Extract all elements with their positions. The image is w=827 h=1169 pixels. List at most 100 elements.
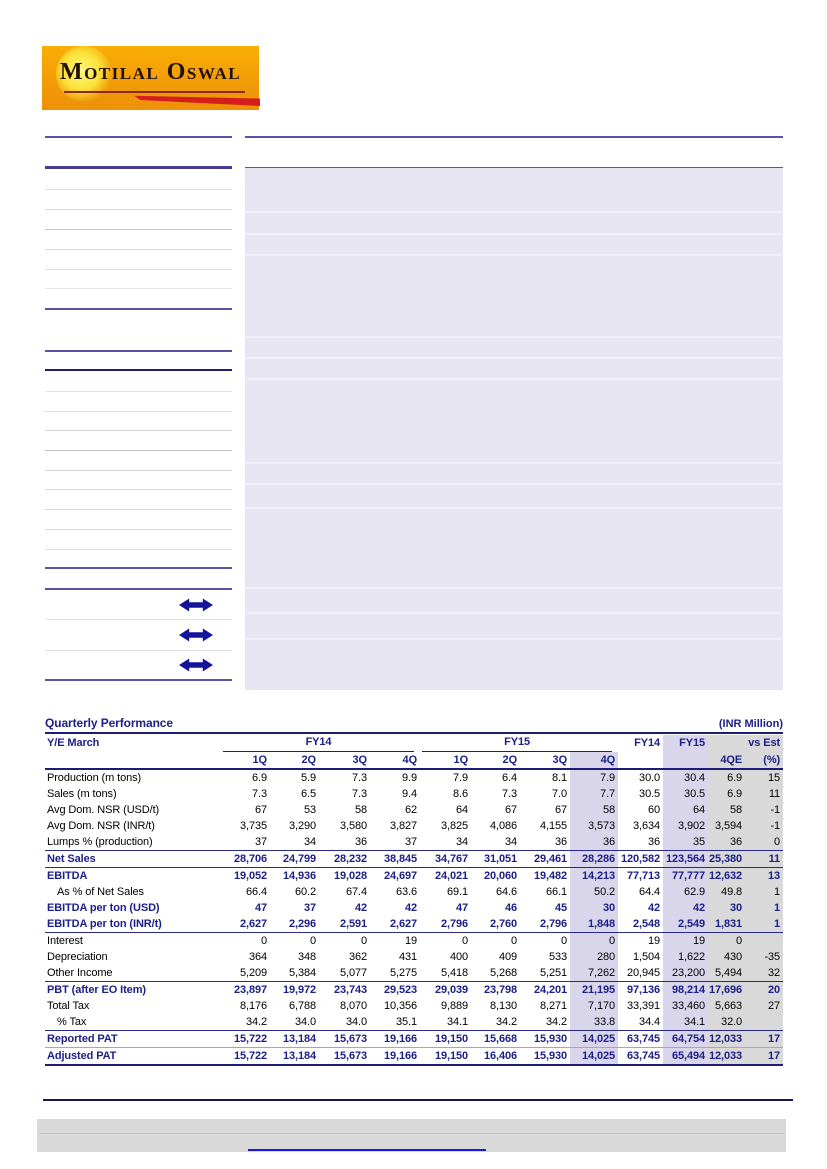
cell-value: 37	[254, 835, 267, 848]
cell-value: 1	[745, 884, 784, 900]
cell-value: 34.2	[520, 1014, 571, 1031]
placeholder-line	[45, 567, 232, 569]
footer-rule	[43, 1099, 793, 1101]
cell-value: 23,897	[233, 983, 267, 996]
cell-value: 46	[504, 901, 518, 914]
cell-value: 34,767	[420, 850, 472, 868]
cell-value: 21,195	[570, 981, 619, 998]
cell-value: 47	[254, 901, 267, 914]
cell-value: 19,166	[370, 1030, 421, 1048]
cell-value: 36	[554, 835, 568, 848]
placeholder-line	[45, 588, 232, 590]
cell-value: 15,722	[221, 1030, 270, 1048]
table-row: Adjusted PAT 15,722 13,184 15,673 19,166 19,1…	[45, 1047, 784, 1066]
cell-value: 8.1	[552, 771, 568, 784]
cell-value: 33,460	[663, 998, 709, 1014]
placeholder-line	[45, 549, 232, 550]
chart-band	[245, 483, 783, 485]
cell-value: 409	[498, 950, 518, 963]
cell-value: 7.3	[502, 787, 518, 800]
cell-value: 30.5	[663, 786, 709, 802]
cell-value: 0	[260, 934, 267, 947]
cell-value: 62.9	[663, 884, 709, 900]
row-label: Interest	[47, 934, 83, 947]
column-header: 4QE	[708, 752, 746, 770]
table-row: Sales (m tons) 7.3 6.5 7.3 9.4 8.6 7.3 7.0 7.7 30…	[45, 786, 784, 802]
cell-value: 4,086	[490, 819, 518, 832]
table-unit-label: (INR Million)	[718, 718, 783, 730]
cell-value: 348	[297, 950, 316, 963]
cell-value: 7.9	[570, 769, 619, 786]
cell-value: 7,262	[570, 965, 619, 982]
cell-value: 60	[648, 803, 661, 816]
cell-value: 15,673	[319, 1047, 370, 1066]
cell-value: 2,591	[319, 916, 370, 933]
cell-value: 64,754	[663, 1030, 709, 1048]
column-header	[45, 752, 221, 770]
cell-value: 3,825	[441, 819, 469, 832]
cell-value: 36	[648, 835, 661, 848]
cell-value: 28,232	[319, 850, 370, 868]
row-label: Reported PAT	[45, 1030, 221, 1048]
cell-value: 34.1	[663, 1014, 709, 1031]
cell-value: 7.3	[352, 787, 367, 800]
cell-value: 67.4	[345, 885, 367, 898]
cell-value: 7.3	[352, 771, 367, 784]
cell-value: 29,523	[383, 983, 418, 996]
placeholder-line	[45, 209, 232, 210]
cell-value: 5.9	[301, 771, 316, 784]
cell-value: 15,930	[520, 1047, 571, 1066]
placeholder-line	[45, 136, 232, 138]
cell-value: 37	[303, 901, 316, 914]
cell-value: 400	[449, 950, 469, 963]
footer-box	[37, 1119, 786, 1152]
cell-value: 77,713	[627, 869, 661, 882]
cell-value: 19	[663, 932, 709, 949]
placeholder-line	[45, 288, 232, 289]
chart-band	[245, 233, 783, 235]
cell-value: 42	[354, 901, 367, 914]
cell-value: 3,573	[570, 818, 619, 834]
cell-value: 4,155	[540, 819, 568, 832]
cell-value: 36	[570, 834, 619, 851]
cell-value: 24,697	[383, 869, 418, 882]
cell-value: 5,384	[270, 965, 319, 982]
cell-value: 11	[745, 850, 784, 868]
quarterly-performance-table: Y/E March FY14 FY15 FY14 FY15 vs Est 1Q 2Q 3Q 4Q 1…	[45, 735, 784, 1066]
cell-value: 67	[554, 803, 568, 816]
cell-value: 58	[570, 802, 619, 818]
cell-value: 24,021	[434, 869, 469, 882]
column-header: vs Est	[708, 735, 784, 752]
cell-value: 13,184	[270, 1047, 319, 1066]
group-header: FY14	[223, 735, 415, 752]
cell-value: 8,130	[490, 999, 518, 1012]
cell-value: 0	[360, 934, 367, 947]
cell-value: 23,743	[333, 983, 367, 996]
cell-value: 37	[404, 835, 418, 848]
cell-value: 24,799	[270, 850, 319, 868]
cell-value: 5,251	[520, 965, 571, 982]
column-header: FY15	[420, 735, 618, 752]
chart-band	[245, 638, 783, 640]
cell-value: 69.1	[447, 885, 469, 898]
row-label: Avg Dom. NSR (INR/t)	[47, 819, 155, 832]
cell-value: 8,271	[540, 999, 568, 1012]
table-header-bar: Quarterly Performance (INR Million)	[45, 716, 783, 734]
table-row: Production (m tons) 6.9 5.9 7.3 9.9 7.9 6.4 8.1…	[45, 769, 784, 786]
cell-value: 533	[548, 950, 568, 963]
row-label: Avg Dom. NSR (USD/t)	[47, 803, 160, 816]
chart-band	[245, 462, 783, 464]
row-label: Depreciation	[47, 950, 108, 963]
cell-value: 1,848	[570, 916, 619, 933]
cell-value: 63,745	[618, 1047, 664, 1066]
cell-value: 64.4	[639, 885, 661, 898]
cell-value: 362	[348, 950, 367, 963]
row-label: Adjusted PAT	[45, 1047, 221, 1066]
cell-value: 47	[455, 901, 469, 914]
cell-value: 5,275	[370, 965, 421, 982]
cell-value: 2,548	[618, 916, 664, 933]
footer-link-underline[interactable]	[248, 1149, 486, 1151]
cell-value: 6,788	[288, 999, 316, 1012]
chart-band	[245, 254, 783, 256]
